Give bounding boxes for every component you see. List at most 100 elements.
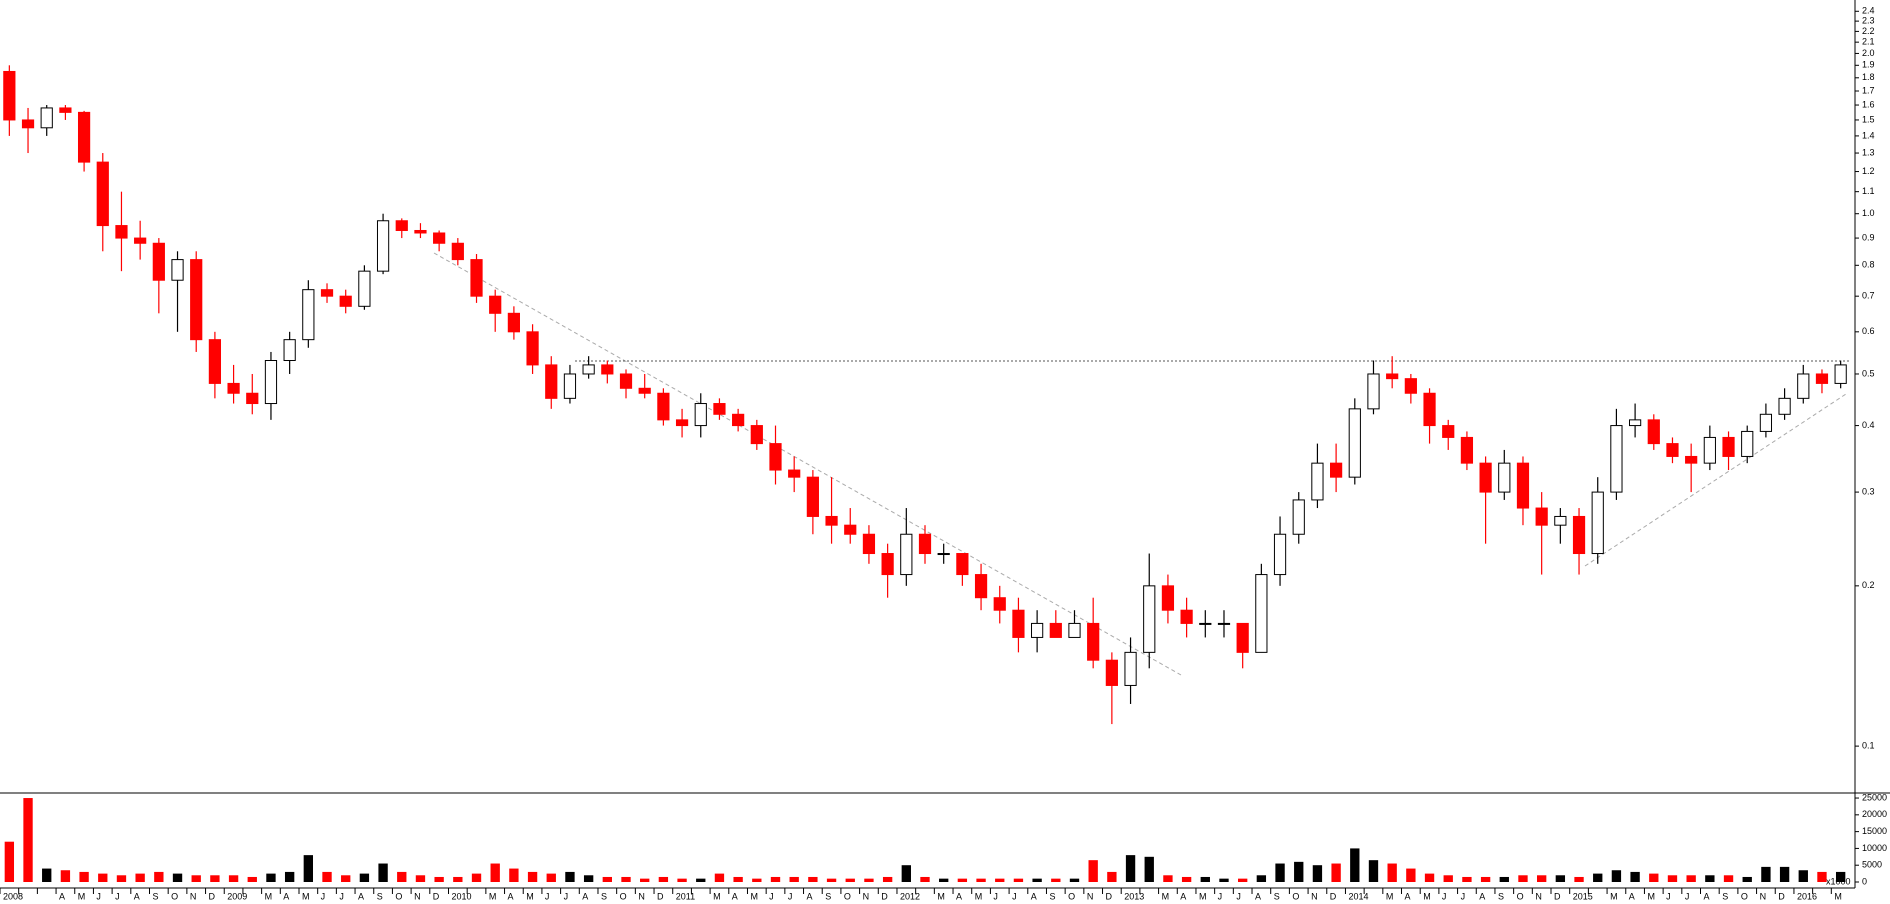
- volume-bar: [1443, 875, 1453, 882]
- volume-bar: [976, 878, 986, 882]
- x-tick-label: A: [508, 891, 514, 901]
- volume-bar: [1574, 876, 1584, 882]
- volume-bar: [546, 873, 556, 882]
- volume-bar: [1462, 876, 1472, 882]
- x-tick-label: J: [788, 891, 793, 901]
- volume-bar: [1649, 873, 1659, 882]
- volume-bar: [1256, 875, 1267, 882]
- x-tick-label: J: [115, 891, 120, 901]
- candle-body: [1404, 378, 1417, 394]
- volume-bar: [98, 873, 108, 882]
- x-tick-label: D: [657, 891, 664, 901]
- candle-body: [582, 364, 595, 375]
- candle-body: [1722, 436, 1735, 457]
- y-tick-label: 0.4: [1862, 420, 1875, 430]
- x-tick-label: S: [1274, 891, 1280, 901]
- volume-bar: [1761, 866, 1771, 882]
- x-tick-label: J: [993, 891, 998, 901]
- candle-body: [937, 553, 950, 556]
- volume-bar: [602, 876, 612, 882]
- volume-bar: [23, 798, 33, 882]
- volume-bar: [471, 873, 482, 882]
- candle-body: [227, 382, 240, 394]
- candle-body: [638, 387, 651, 394]
- candle-body: [283, 339, 296, 362]
- volume-bar: [789, 876, 799, 882]
- candle-body: [1255, 574, 1268, 653]
- x-tick-label: O: [844, 891, 851, 901]
- x-tick-label: O: [1741, 891, 1748, 901]
- volume-bar: [1499, 876, 1509, 882]
- y-tick-label: 0.6: [1862, 326, 1875, 336]
- volume-bar: [658, 876, 669, 882]
- candle-body: [339, 295, 352, 307]
- candle-body: [1143, 585, 1156, 653]
- x-tick-label: 2008: [3, 891, 23, 901]
- y-tick-label: 0.7: [1862, 291, 1875, 301]
- x-tick-label: O: [1517, 891, 1524, 901]
- candle-body: [376, 220, 390, 272]
- volume-bar: [1032, 878, 1042, 882]
- x-tick-label: M: [265, 891, 273, 901]
- x-tick-label: N: [1087, 891, 1094, 901]
- volume-bar: [172, 873, 183, 882]
- candle-body: [1423, 392, 1436, 427]
- x-tick-label: A: [1405, 891, 1411, 901]
- candle-body: [657, 392, 670, 421]
- y-tick-label: 15000: [1862, 826, 1887, 836]
- candle-body: [134, 237, 147, 244]
- x-tick-label: S: [152, 891, 158, 901]
- volume-bar: [677, 878, 687, 882]
- x-tick-label: N: [414, 891, 421, 901]
- volume-bar: [453, 876, 463, 882]
- candle-body: [1797, 373, 1810, 399]
- x-tick-label: M: [1199, 891, 1207, 901]
- x-tick-label: N: [1535, 891, 1542, 901]
- x-tick-label: A: [358, 891, 364, 901]
- y-tick-label: 0.9: [1862, 232, 1875, 242]
- candle-body: [974, 574, 988, 599]
- candle-body: [1685, 455, 1698, 464]
- y-tick-label: 1.6: [1862, 99, 1875, 109]
- candle-body: [59, 107, 72, 113]
- volume-bar: [583, 875, 594, 882]
- x-tick-label: S: [1498, 891, 1504, 901]
- candle-body: [1367, 373, 1380, 410]
- candle-body: [1628, 419, 1642, 427]
- x-tick-label: A: [1629, 891, 1635, 901]
- volume-bar: [640, 878, 650, 882]
- volume-bar: [322, 871, 332, 882]
- x-tick-label: D: [209, 891, 216, 901]
- candle-body: [302, 289, 315, 341]
- candle-body: [320, 289, 334, 297]
- x-tick-label: J: [769, 891, 774, 901]
- candle-body: [1068, 622, 1081, 638]
- candle-body: [545, 364, 558, 399]
- candle-body: [844, 524, 857, 535]
- x-tick-label: S: [1722, 891, 1728, 901]
- y-tick-label: 1.8: [1862, 72, 1875, 82]
- volume-bar: [1667, 875, 1678, 882]
- x-tick-label: A: [1255, 891, 1261, 901]
- candle-body: [563, 373, 577, 399]
- volume-bar: [1200, 876, 1210, 882]
- volume-bar: [808, 876, 818, 882]
- volume-bar: [733, 876, 743, 882]
- y-tick-label: 10000: [1862, 843, 1887, 853]
- candle-body: [788, 469, 801, 478]
- candle-body: [433, 232, 446, 244]
- volume-bar: [434, 876, 444, 882]
- volume-bar: [154, 871, 164, 882]
- y-tick-label: 1.9: [1862, 60, 1875, 70]
- y-tick-label: 1.0: [1862, 208, 1875, 218]
- volume-bar: [1368, 860, 1379, 882]
- volume-bar: [1593, 873, 1603, 882]
- x-tick-label: M: [713, 891, 721, 901]
- y-tick-label: 1.7: [1862, 85, 1875, 95]
- x-tick-label: J: [1442, 891, 1447, 901]
- y-tick-label: 1.5: [1862, 114, 1875, 124]
- x-tick-label: 2014: [1348, 891, 1368, 901]
- volume-bar: [1163, 875, 1173, 882]
- volume-bar: [303, 855, 314, 882]
- x-tick-label: S: [825, 891, 831, 901]
